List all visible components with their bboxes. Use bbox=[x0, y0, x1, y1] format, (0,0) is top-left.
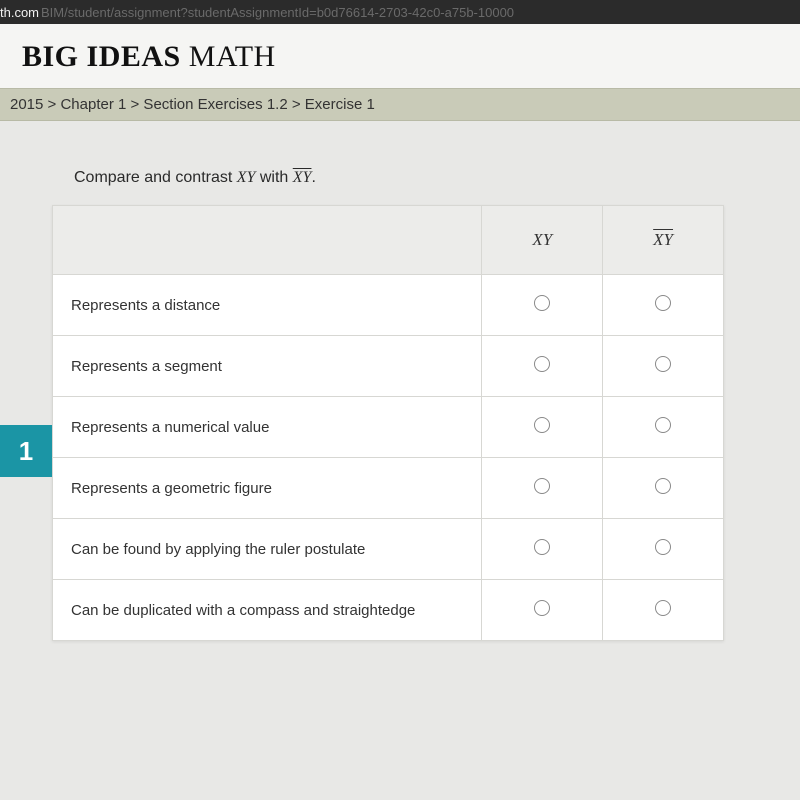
table-row: Represents a segment bbox=[53, 336, 724, 397]
column-header-xy-bar: XY bbox=[603, 206, 724, 275]
radio-icon bbox=[534, 600, 550, 616]
radio-icon bbox=[655, 356, 671, 372]
row-label: Can be found by applying the ruler postu… bbox=[53, 519, 482, 580]
radio-cell[interactable] bbox=[603, 580, 724, 641]
logo-bold: BIG IDEAS bbox=[22, 40, 181, 73]
logo-thin: MATH bbox=[181, 40, 276, 73]
radio-cell[interactable] bbox=[603, 275, 724, 336]
radio-cell[interactable] bbox=[482, 580, 603, 641]
breadcrumb-text: 2015 > Chapter 1 > Section Exercises 1.2… bbox=[10, 96, 375, 113]
radio-cell[interactable] bbox=[603, 519, 724, 580]
radio-cell[interactable] bbox=[482, 519, 603, 580]
radio-cell[interactable] bbox=[482, 336, 603, 397]
table-row: Represents a distance bbox=[53, 275, 724, 336]
column-header-xy: XY bbox=[482, 206, 603, 275]
table-header-row: XY XY bbox=[53, 206, 724, 275]
radio-icon bbox=[655, 478, 671, 494]
radio-icon bbox=[655, 295, 671, 311]
browser-address-bar: th.com BIM/student/assignment?studentAss… bbox=[0, 0, 800, 24]
url-path: BIM/student/assignment?studentAssignment… bbox=[41, 5, 514, 20]
question-prompt: Compare and contrast XY with XY. bbox=[74, 169, 800, 187]
table-row: Can be duplicated with a compass and str… bbox=[53, 580, 724, 641]
radio-icon bbox=[655, 539, 671, 555]
radio-icon bbox=[534, 295, 550, 311]
app-logo: BIG IDEAS MATH bbox=[22, 40, 778, 74]
prompt-mid: with bbox=[255, 169, 292, 186]
app-header: BIG IDEAS MATH bbox=[0, 24, 800, 88]
table-row: Represents a numerical value bbox=[53, 397, 724, 458]
content-area: Compare and contrast XY with XY. 1 XY XY… bbox=[0, 121, 800, 641]
radio-icon bbox=[534, 478, 550, 494]
radio-icon bbox=[534, 417, 550, 433]
symbol-xy: XY bbox=[237, 169, 256, 186]
radio-cell[interactable] bbox=[482, 458, 603, 519]
row-label: Represents a distance bbox=[53, 275, 482, 336]
radio-icon bbox=[655, 600, 671, 616]
radio-icon bbox=[534, 356, 550, 372]
table-row: Represents a geometric figure bbox=[53, 458, 724, 519]
radio-cell[interactable] bbox=[603, 397, 724, 458]
radio-cell[interactable] bbox=[482, 397, 603, 458]
url-domain: th.com bbox=[0, 5, 39, 20]
symbol-xy-bar: XY bbox=[293, 169, 312, 186]
breadcrumb[interactable]: 2015 > Chapter 1 > Section Exercises 1.2… bbox=[0, 88, 800, 121]
compare-table: XY XY Represents a distance Represents a… bbox=[52, 205, 724, 641]
radio-cell[interactable] bbox=[482, 275, 603, 336]
radio-icon bbox=[655, 417, 671, 433]
prompt-suffix: . bbox=[311, 169, 315, 186]
prompt-prefix: Compare and contrast bbox=[74, 169, 237, 186]
radio-icon bbox=[534, 539, 550, 555]
radio-cell[interactable] bbox=[603, 458, 724, 519]
radio-cell[interactable] bbox=[603, 336, 724, 397]
row-label: Represents a numerical value bbox=[53, 397, 482, 458]
question-table-wrap: 1 XY XY Represents a distance Represents… bbox=[52, 205, 800, 641]
table-row: Can be found by applying the ruler postu… bbox=[53, 519, 724, 580]
row-label: Can be duplicated with a compass and str… bbox=[53, 580, 482, 641]
question-number-badge: 1 bbox=[0, 425, 52, 477]
table-header-blank bbox=[53, 206, 482, 275]
row-label: Represents a geometric figure bbox=[53, 458, 482, 519]
row-label: Represents a segment bbox=[53, 336, 482, 397]
